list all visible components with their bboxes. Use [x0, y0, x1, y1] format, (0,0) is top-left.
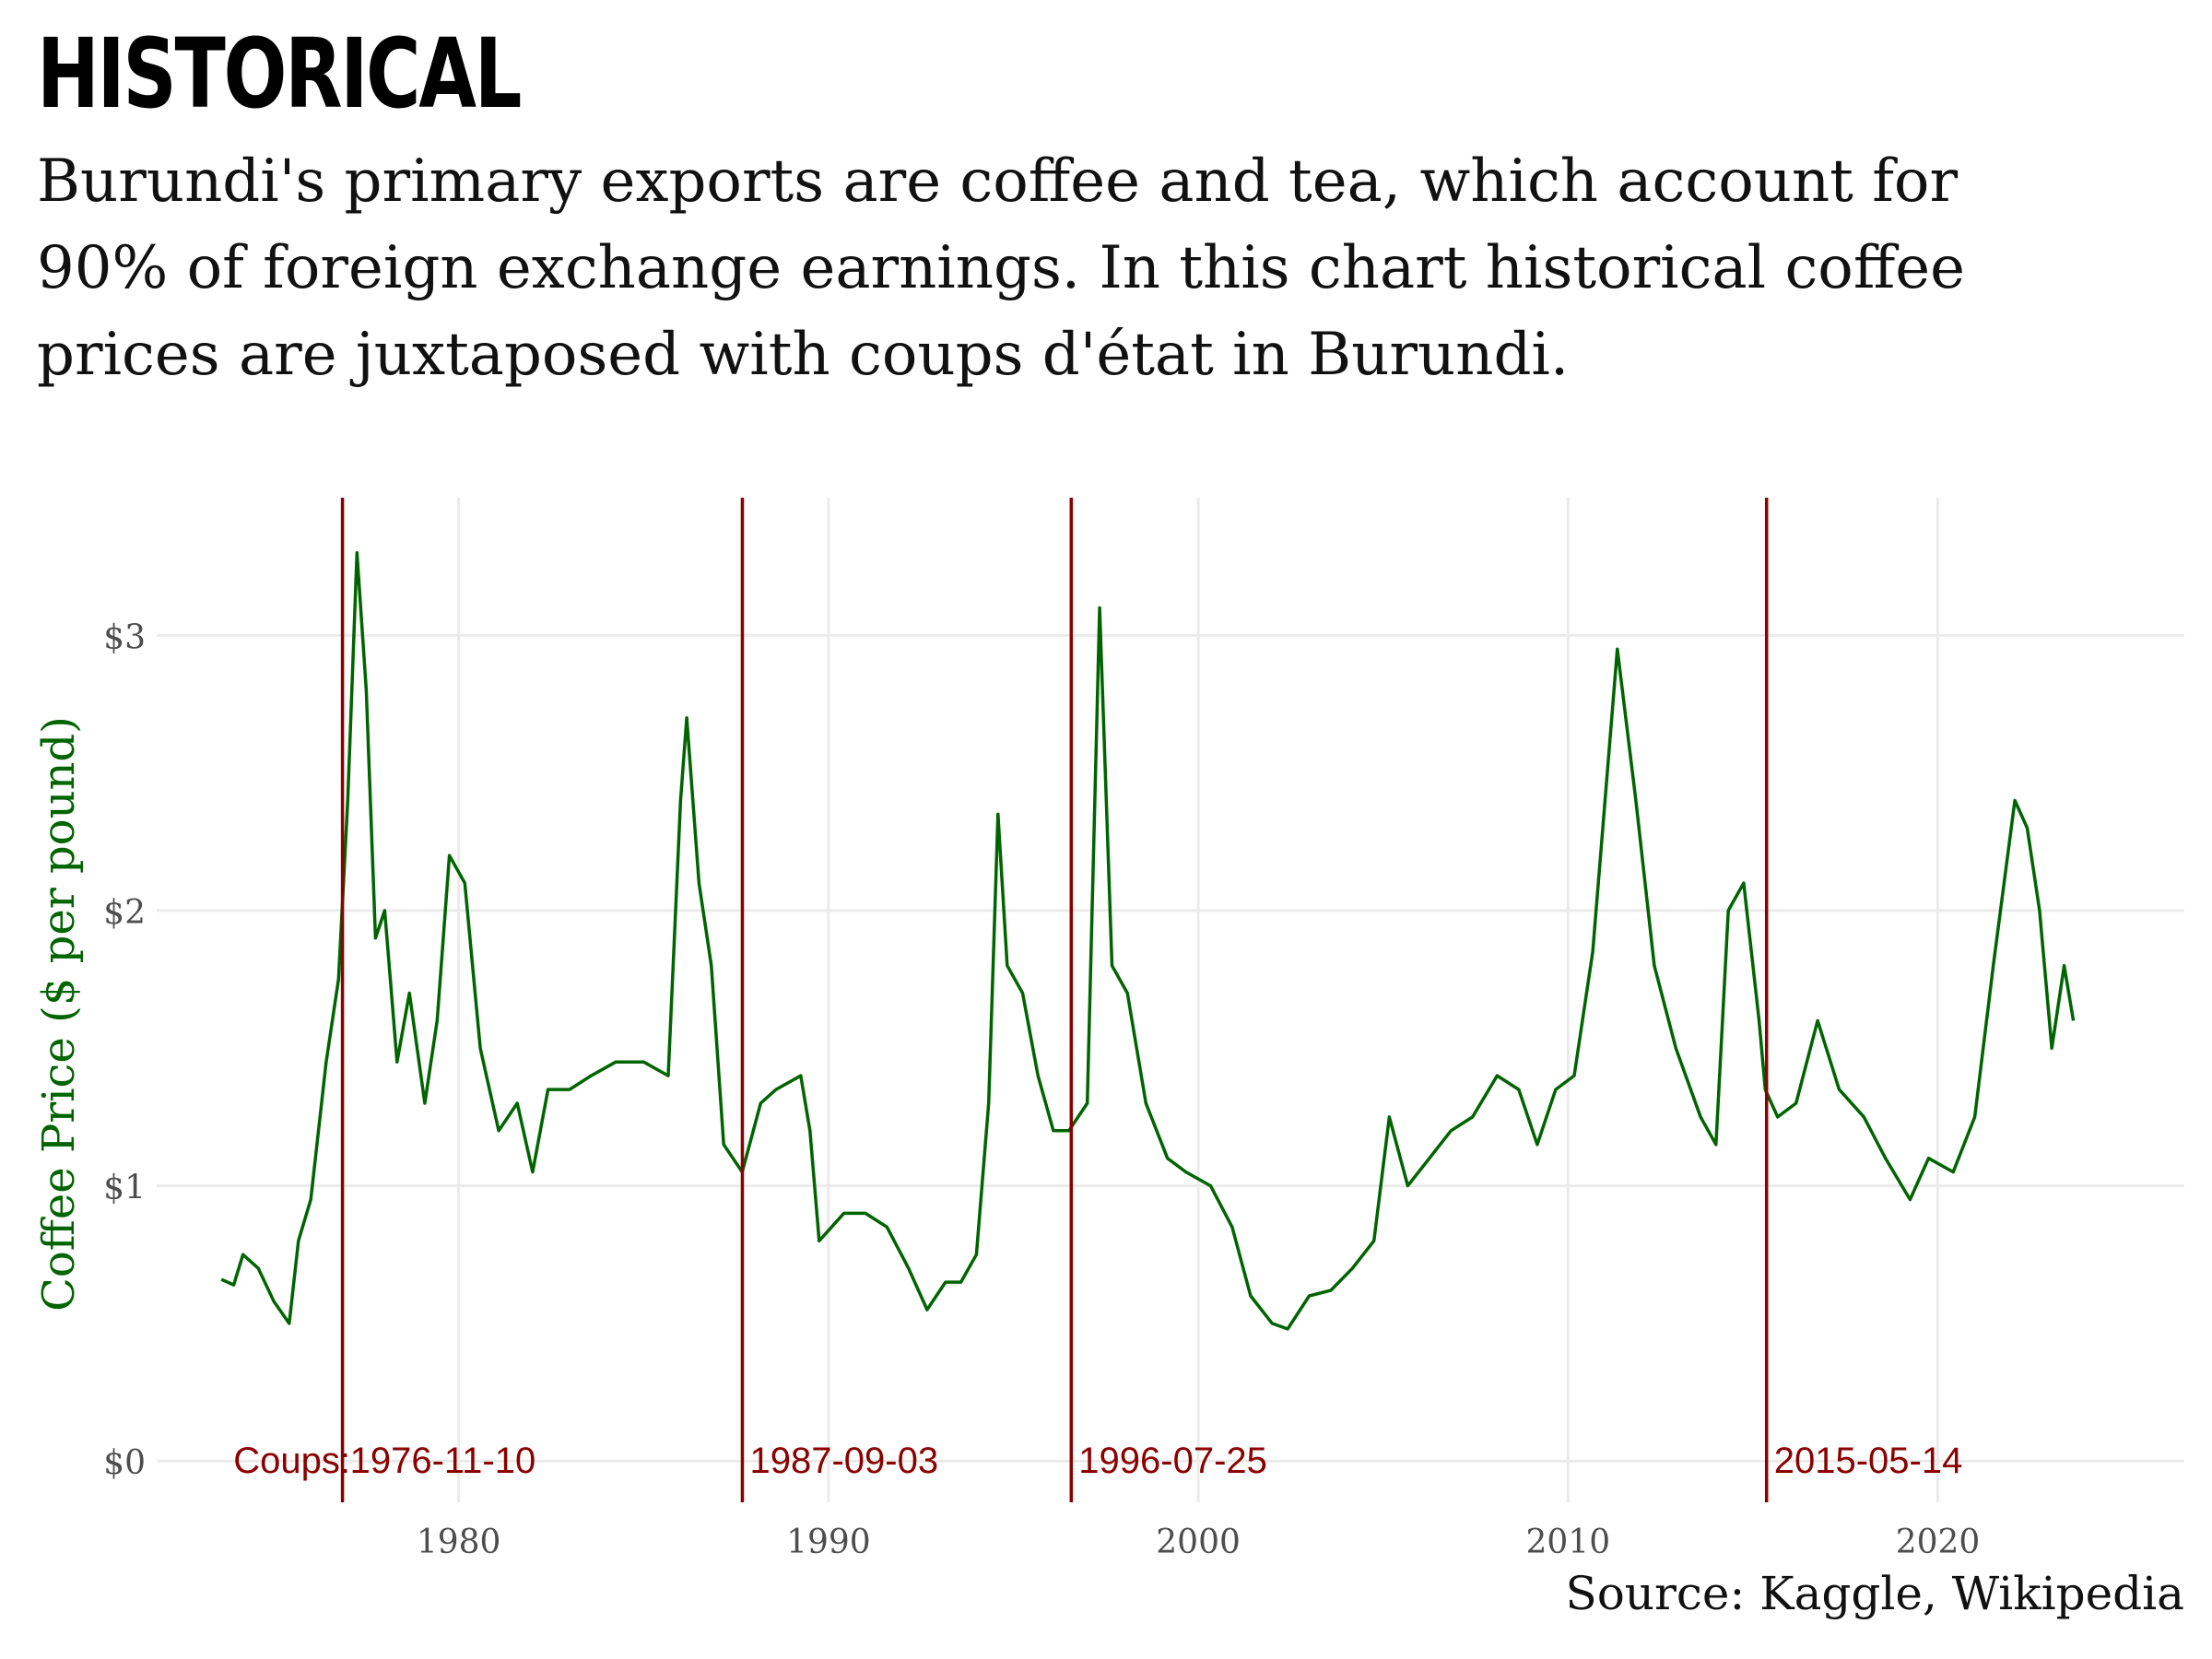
y-tick-label: $3 [103, 618, 146, 656]
coups-label: Coups: [233, 1441, 350, 1481]
x-axis-ticks: 1980 1990 2000 2010 2020 [417, 1524, 1980, 1561]
y-tick-label: $0 [103, 1444, 146, 1482]
x-tick-label: 2010 [1525, 1524, 1610, 1561]
coup-date-label: 1996-07-25 [1078, 1441, 1267, 1481]
coup-markers: 1976-11-10 1987-09-03 1996-07-25 2015-05-14 [340, 498, 1963, 1502]
chart-subtitle: Burundi's primary exports are coffee and… [37, 147, 1966, 389]
x-tick-label: 1980 [417, 1524, 501, 1561]
source-note: Source: Kaggle, Wikipedia [1565, 1567, 2184, 1620]
y-axis-label: Coffee Price ($ per pound) [33, 716, 85, 1312]
price-line [220, 550, 2076, 1331]
price-series [220, 550, 2076, 1331]
x-tick-label: 1990 [786, 1524, 871, 1561]
y-tick-label: $2 [103, 894, 146, 932]
x-tick-label: 2020 [1896, 1524, 1981, 1561]
coup-date-label: 1976-11-10 [350, 1441, 536, 1481]
coup-date-label: 2015-05-14 [1774, 1441, 1963, 1481]
coup-date-label: 1987-09-03 [749, 1441, 938, 1481]
y-axis-ticks: $0 $1 $2 $3 [103, 618, 146, 1482]
x-tick-label: 2000 [1156, 1524, 1241, 1561]
chart-title: HISTORICAL [37, 18, 522, 130]
y-tick-label: $1 [103, 1170, 146, 1207]
grid-lines [157, 498, 2184, 1502]
